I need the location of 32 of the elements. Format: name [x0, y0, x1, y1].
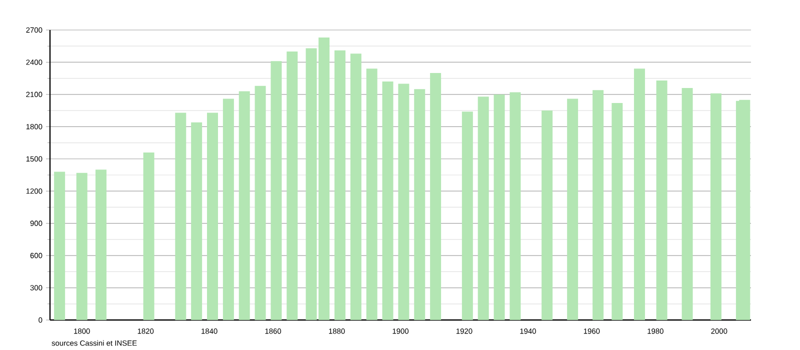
bar: [542, 110, 553, 320]
bar: [350, 54, 362, 320]
bar: [592, 90, 604, 320]
bar: [334, 50, 346, 320]
bar: [430, 72, 442, 320]
bar: [222, 98, 234, 320]
bar: [739, 100, 750, 320]
bar: [143, 152, 154, 320]
bar: [270, 61, 282, 320]
bar: [398, 84, 410, 320]
bar: [612, 103, 623, 320]
bar: [634, 68, 645, 320]
bar: [207, 112, 218, 320]
bar: [95, 170, 106, 320]
bar: [382, 82, 394, 320]
bar: [710, 93, 722, 320]
bar: [254, 86, 266, 320]
bar: [366, 68, 378, 320]
bar: [191, 122, 202, 320]
bar: [656, 80, 668, 320]
bar: [462, 112, 473, 320]
bar: [175, 112, 186, 320]
bar: [286, 51, 298, 320]
bar: [567, 98, 578, 320]
bar: [54, 172, 66, 320]
bar: [494, 94, 505, 320]
bar: [414, 89, 426, 320]
bar: [478, 96, 489, 320]
bar: [238, 91, 250, 320]
bar: [682, 88, 693, 320]
bar: [76, 172, 88, 320]
bar: [510, 92, 521, 320]
